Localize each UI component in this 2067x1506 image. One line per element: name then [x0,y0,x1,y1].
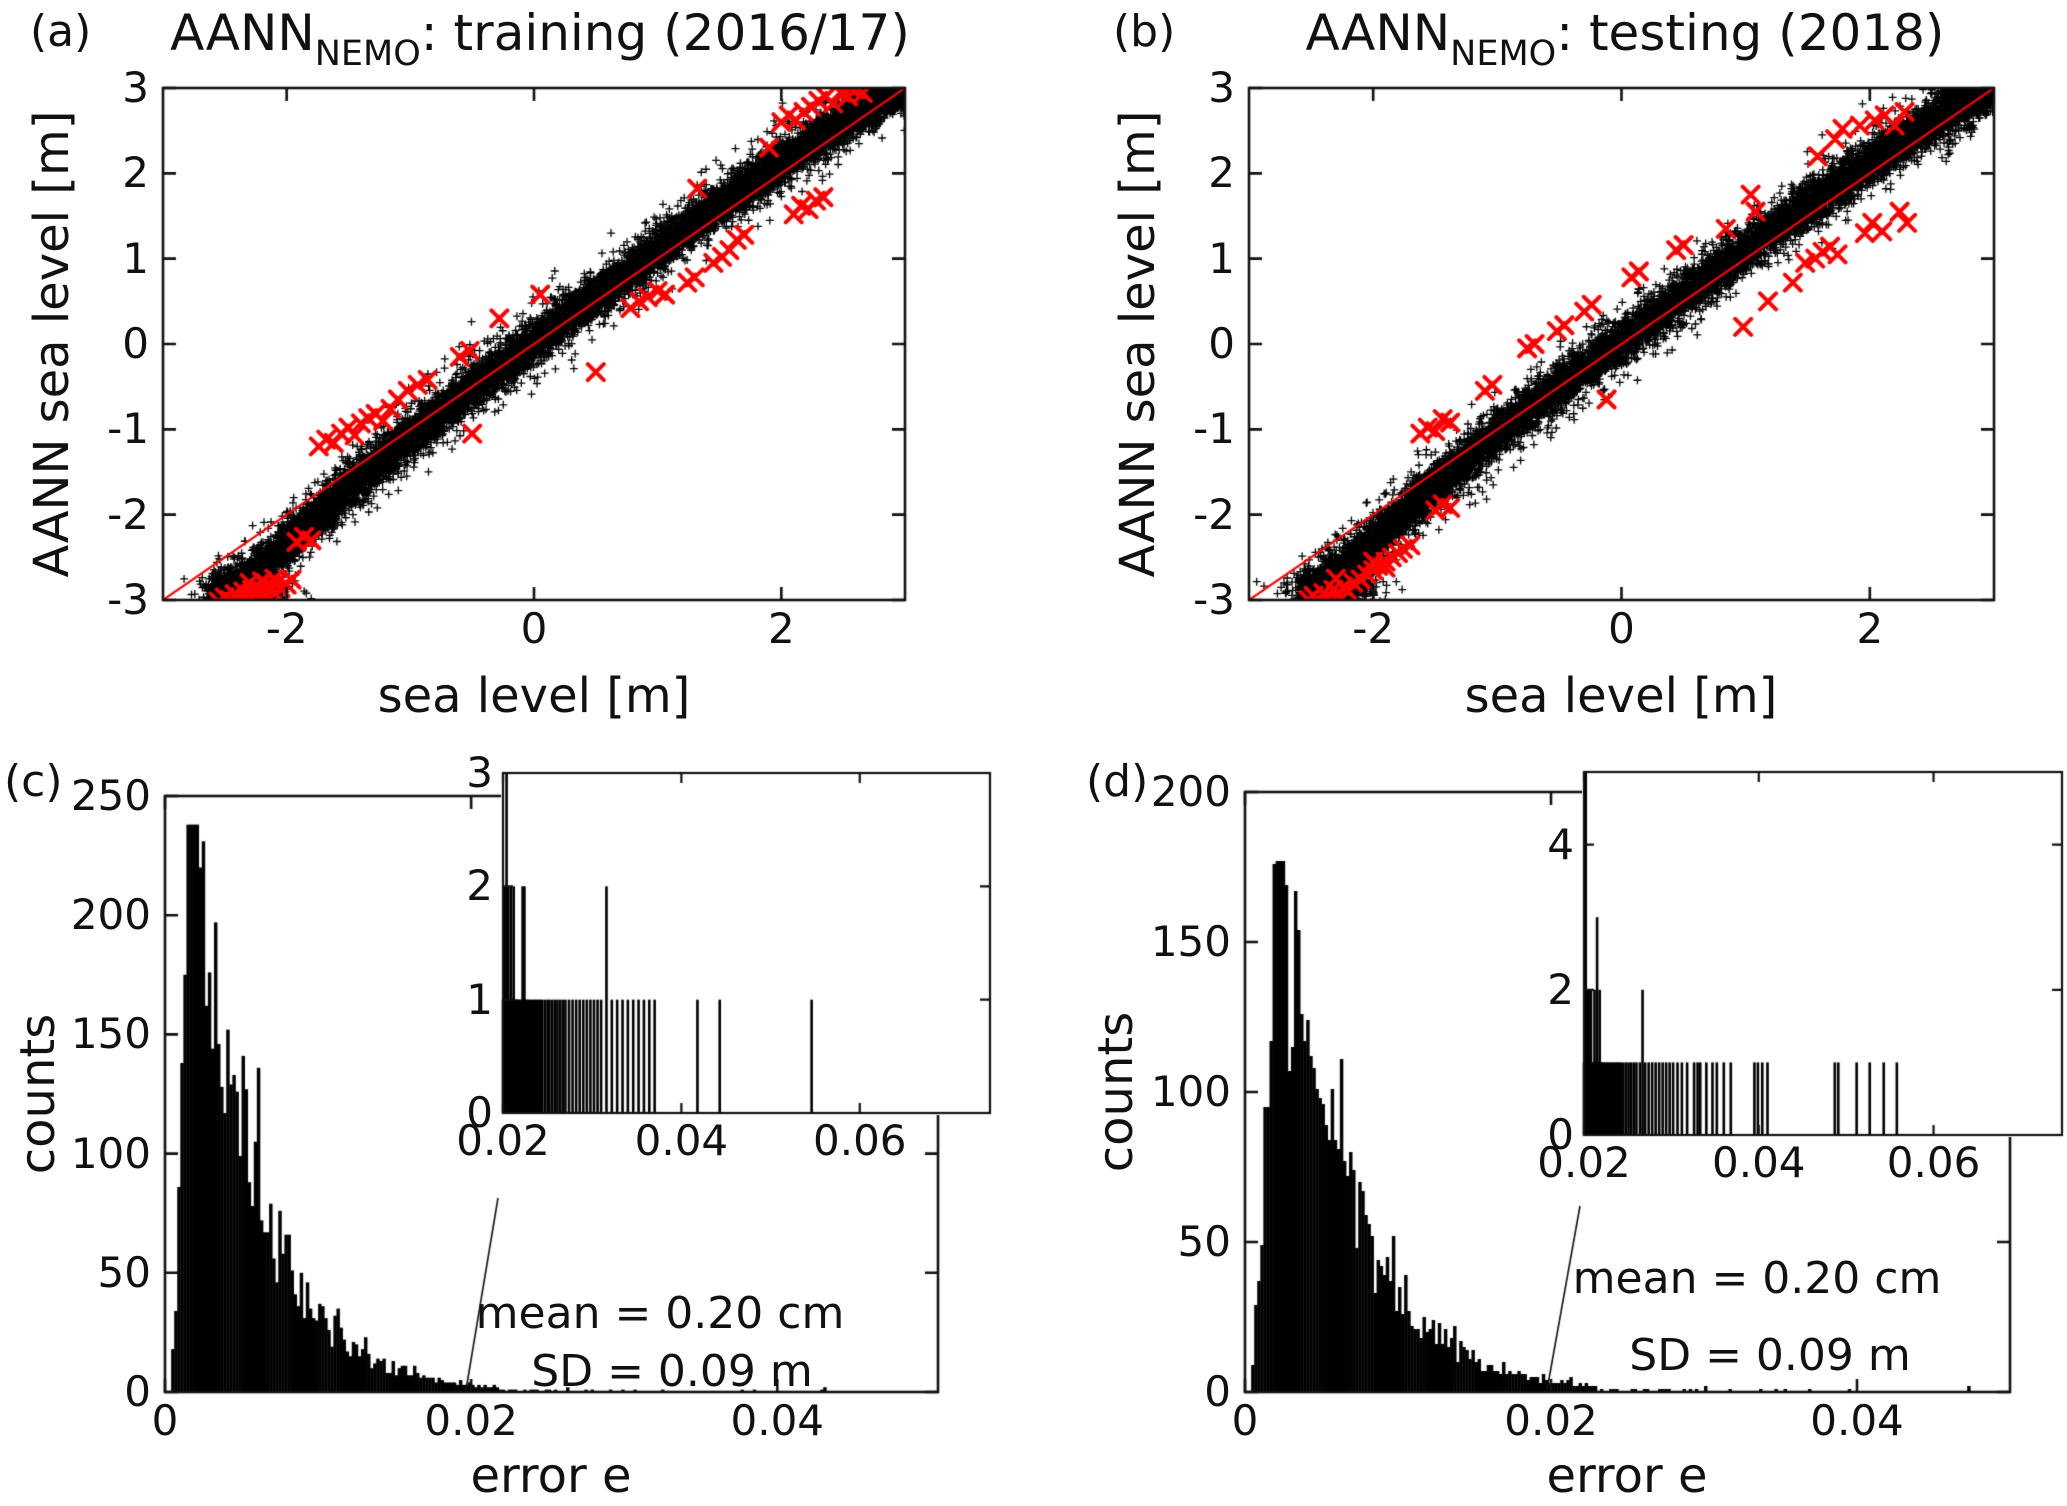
panel-b-y-tick-label-0: 3 [1208,63,1235,112]
panel-d-x-tick-label-1: 0.02 [1504,1396,1598,1445]
panel-b-title-subscript: NEMO [1450,34,1557,74]
panel-d-y-tick-label-4: 200 [1150,767,1231,816]
panel-a-y-tick-label-6: -3 [107,575,149,624]
panel-c-letter: (c) [4,756,63,807]
panel-c-y-tick-label-1: 50 [97,1247,151,1297]
panel-b-x-tick-label-1: 0 [1608,604,1635,653]
panel-b-y-tick-label-2: 1 [1208,233,1235,283]
panel-c-sd-annotation: SD = 0.09 m [531,1346,813,1397]
panel-d-x-tick-label-2: 0.04 [1810,1396,1904,1445]
panel-a-letter: (a) [30,6,92,57]
panel-d-inset-x-tick-label-0: 0.02 [1537,1138,1631,1187]
panel-c-x-tick-label-0: 0 [151,1396,179,1445]
panel-b-x-tick-label-2: 2 [1856,604,1884,653]
panel-a-title-prefix: AANN [170,4,315,62]
panel-d-y-tick-label-2: 100 [1150,1067,1231,1116]
panel-a-y-tick-label-2: 1 [122,233,149,283]
panel-a-y-tick-label-1: 2 [122,148,149,198]
panel-d-xlabel: error e [1546,1448,1708,1504]
panel-d-letter: (d) [1086,756,1149,807]
panel-a-y-tick-label-0: 3 [122,63,149,112]
panel-a-y-tick-label-5: -2 [107,489,149,539]
panel-d-y-tick-label-3: 150 [1150,917,1231,966]
panel-b-y-tick-label-5: -2 [1193,489,1235,539]
panel-c-y-tick-label-0: 0 [124,1367,151,1416]
panel-c-y-tick-label-5: 250 [70,771,151,820]
panel-b-ylabel: AANN sea level [m] [1110,110,1166,578]
panel-c-x-tick-label-1: 0.02 [424,1396,518,1445]
panel-a-y-tick-label-4: -1 [107,404,149,454]
panel-c-mean-annotation: mean = 0.20 cm [475,1288,845,1339]
panel-b-y-tick-label-3: 0 [1208,319,1235,368]
panel-a-title: AANNNEMO: training (2016/17) [170,4,910,74]
panel-d-inset-y-tick-label-0: 0 [1547,1110,1574,1159]
panel-c-xlabel: error e [470,1448,632,1504]
panel-b-title-suffix: : testing (2018) [1556,4,1945,62]
panel-a-x-tick-label-1: 0 [520,604,548,653]
panel-d-y-tick-label-0: 0 [1204,1367,1231,1416]
panel-b-letter: (b) [1113,6,1176,57]
panel-d-inset-y-tick-label-1: 2 [1547,964,1574,1014]
panel-c-x-tick-label-2: 0.04 [730,1396,825,1445]
panel-a-title-suffix: : training (2016/17) [420,4,910,62]
panel-b-y-tick-label-4: -1 [1193,404,1235,454]
panel-c-inset-y-tick-label-2: 2 [466,861,493,911]
panel-c-y-tick-label-2: 100 [70,1128,151,1178]
panel-a-title-subscript: NEMO [314,34,421,74]
panel-c-inset-x-tick-label-1: 0.04 [634,1116,729,1165]
panel-c-ylabel: counts [10,1013,66,1175]
panel-a-x-tick-label-2: 2 [767,604,795,653]
panel-b-y-tick-label-1: 2 [1208,148,1235,198]
panel-b-xlabel: sea level [m] [1464,668,1778,724]
panel-b-title: AANNNEMO: testing (2018) [1305,4,1945,74]
panel-b-title-prefix: AANN [1305,4,1451,62]
panel-a-xlabel: sea level [m] [377,668,691,724]
panel-c-inset-y-tick-label-3: 3 [466,748,493,797]
panel-a-y-tick-label-3: 0 [122,319,149,368]
panel-c-inset-y-tick-label-1: 1 [466,974,493,1024]
panel-d-inset-x-tick-label-1: 0.04 [1712,1138,1806,1187]
panel-a-x-tick-label-0: -2 [265,604,308,653]
panel-c-y-tick-label-3: 150 [70,1009,151,1059]
panel-c-inset-x-tick-label-2: 0.06 [813,1116,907,1165]
panel-b-x-tick-label-0: -2 [1352,604,1395,653]
panel-d-x-tick-label-0: 0 [1231,1396,1259,1445]
panel-c-inset-x-tick-label-0: 0.02 [456,1116,550,1165]
panel-d-sd-annotation: SD = 0.09 m [1629,1330,1911,1381]
panel-c-y-tick-label-4: 200 [70,890,151,940]
panel-d-inset-x-tick-label-2: 0.06 [1886,1138,1981,1187]
panel-c-inset-y-tick-label-0: 0 [466,1088,493,1137]
panel-b-y-tick-label-6: -3 [1193,575,1235,624]
panel-d-ylabel: counts [1088,1011,1144,1173]
panel-a-ylabel: AANN sea level [m] [24,110,80,578]
panel-d-inset-y-tick-label-2: 4 [1547,819,1574,869]
panel-d-y-tick-label-1: 50 [1177,1217,1231,1266]
panel-d-mean-annotation: mean = 0.20 cm [1572,1253,1942,1304]
